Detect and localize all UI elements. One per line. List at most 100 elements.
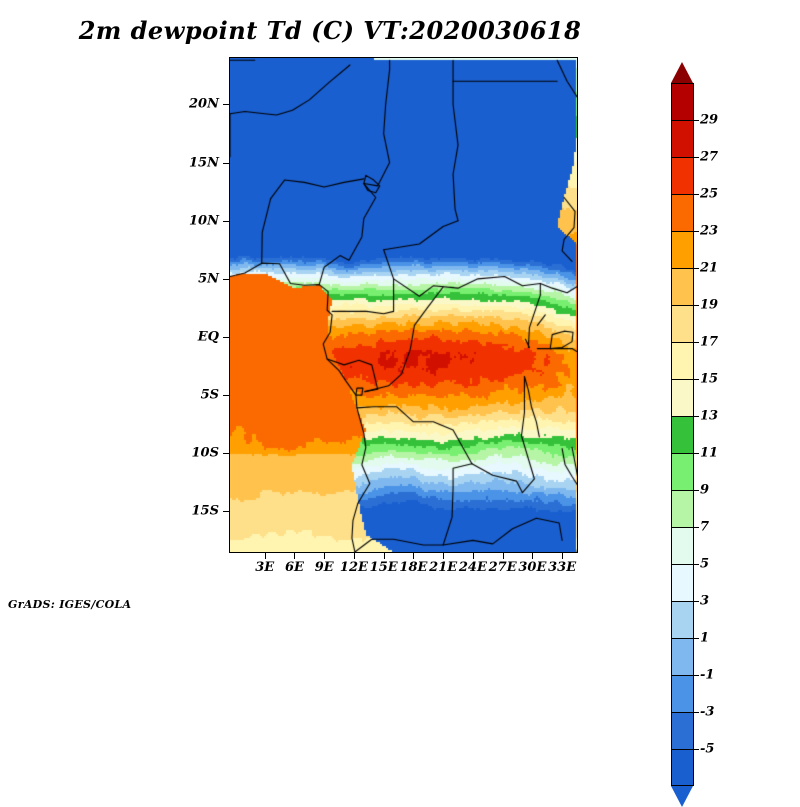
colorbar-segment [671,712,694,749]
longitude-tick [443,553,445,559]
colorbar-label: 7 [700,519,710,535]
colorbar-segment [671,490,694,527]
latitude-tick [223,220,229,222]
colorbar-tick [694,305,699,306]
latitude-label: EQ [197,329,219,345]
longitude-label: 9E [314,560,334,575]
colorbar-label: 3 [700,593,710,609]
colorbar-tick [694,749,699,750]
longitude-tick [264,553,266,559]
colorbar-tick [694,527,699,528]
colorbar-tick [694,601,699,602]
longitude-label: 24E [458,560,487,575]
longitude-label: 30E [518,560,547,575]
colorbar-tick [694,120,699,121]
colorbar-tick [694,675,699,676]
colorbar-label: 21 [700,260,719,276]
longitude-tick [532,553,534,559]
latitude-tick [223,336,229,338]
longitude-label: 27E [488,560,517,575]
latitude-label: 5N [198,271,219,287]
colorbar-label: 23 [700,223,719,239]
colorbar-segment [671,83,694,120]
longitude-tick [324,553,326,559]
colorbar-tick [694,712,699,713]
colorbar-tick [694,342,699,343]
longitude-label: 33E [548,560,577,575]
colorbar-tick [694,231,699,232]
latitude-tick [223,395,229,397]
latitude-tick [223,453,229,455]
colorbar-tick [694,564,699,565]
colorbar-segment [671,379,694,416]
longitude-tick [562,553,564,559]
colorbar-tick [694,638,699,639]
colorbar-label: 25 [700,186,719,202]
longitude-label: 15E [369,560,398,575]
longitude-label: 3E [255,560,275,575]
colorbar-segments [671,83,694,786]
map-plot-area [229,57,578,553]
colorbar-segment [671,120,694,157]
colorbar-tick [694,194,699,195]
colorbar-label: 29 [700,112,719,128]
latitude-label: 15S [191,503,219,519]
colorbar-segment [671,601,694,638]
colorbar-segment [671,675,694,712]
colorbar-segment [671,527,694,564]
colorbar-label: -3 [700,704,715,720]
colorbar-label: 5 [700,556,710,572]
longitude-tick [413,553,415,559]
colorbar-label: -1 [700,667,715,683]
colorbar-segment [671,231,694,268]
longitude-label: 18E [399,560,428,575]
colorbar-label: -5 [700,741,715,757]
colorbar-label: 17 [700,334,719,350]
longitude-tick [353,553,355,559]
colorbar-label: 15 [700,371,719,387]
latitude-label: 15N [189,155,219,171]
latitude-tick [223,278,229,280]
colorbar-label: 27 [700,149,719,165]
colorbar-segment [671,453,694,490]
longitude-label: 6E [284,560,304,575]
colorbar-segment [671,157,694,194]
colorbar-over-arrow [671,62,693,83]
colorbar-label: 11 [700,445,719,461]
longitude-tick [502,553,504,559]
longitude-tick [294,553,296,559]
colorbar-label: 13 [700,408,719,424]
colorbar-segment [671,638,694,675]
colorbar-segment [671,268,694,305]
colorbar-segment [671,416,694,453]
latitude-label: 10N [189,213,219,229]
latitude-label: 5S [200,387,219,403]
dewpoint-heatmap-canvas [230,58,577,552]
colorbar-segment [671,194,694,231]
latitude-tick [223,104,229,106]
colorbar-tick [694,416,699,417]
longitude-label: 21E [429,560,458,575]
longitude-tick [472,553,474,559]
latitude-label: 10S [191,445,219,461]
colorbar-label: 19 [700,297,719,313]
colorbar-label: 1 [700,630,710,646]
colorbar-segment [671,342,694,379]
longitude-label: 12E [339,560,368,575]
credit-text: GrADS: IGES/COLA [8,598,132,611]
latitude-tick [223,511,229,513]
longitude-tick [383,553,385,559]
colorbar-tick [694,379,699,380]
colorbar-tick [694,453,699,454]
colorbar-label: 9 [700,482,710,498]
colorbar-segment [671,749,694,786]
page-title: 2m dewpoint Td (C) VT:2020030618 [78,16,582,45]
colorbar-segment [671,305,694,342]
colorbar-tick [694,490,699,491]
latitude-label: 20N [189,96,219,112]
colorbar-segment [671,564,694,601]
colorbar-tick [694,157,699,158]
latitude-tick [223,162,229,164]
colorbar-under-arrow [671,786,693,807]
colorbar-tick [694,268,699,269]
